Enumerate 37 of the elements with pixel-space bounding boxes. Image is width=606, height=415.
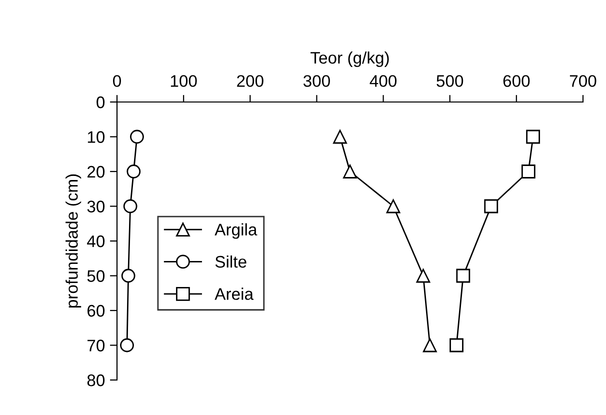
- y-tick-label: 0: [96, 96, 105, 108]
- x-tick-label: 700: [570, 75, 596, 87]
- y-tick-label: 60: [88, 304, 105, 317]
- y-tick-label: 80: [87, 374, 105, 386]
- x-axis-title: Teor (g/kg): [310, 51, 389, 68]
- point: [333, 130, 347, 144]
- y-tick-label: 70: [88, 340, 105, 352]
- y-tick-label: 20: [87, 166, 105, 178]
- y-tick-label: 10: [88, 131, 105, 143]
- point: [120, 338, 134, 352]
- point: [386, 199, 400, 214]
- point: [526, 130, 540, 144]
- legend-label: Argila: [214, 223, 258, 239]
- point: [450, 338, 464, 352]
- point: [343, 164, 357, 178]
- x-tick-label: 500: [436, 75, 464, 87]
- legend-label: Silte: [215, 255, 246, 268]
- point: [422, 338, 437, 352]
- x-tick-label: 200: [237, 75, 264, 87]
- point: [126, 164, 141, 178]
- x-tick-label: 400: [370, 75, 397, 87]
- y-tick-label: 40: [87, 235, 105, 248]
- x-tick-label: 100: [170, 75, 197, 87]
- y-axis-title: profundidade (cm): [66, 174, 82, 308]
- point: [130, 130, 144, 144]
- x-tick-label: 600: [503, 75, 530, 87]
- y-tick-label: 30: [87, 200, 105, 212]
- point: [121, 268, 136, 283]
- x-tick-label: 300: [303, 75, 330, 87]
- x-tick-label: 0: [113, 75, 121, 87]
- point: [456, 268, 470, 283]
- legend-label: Areia: [214, 288, 254, 300]
- point: [123, 199, 138, 214]
- point: [521, 164, 536, 178]
- point: [416, 268, 430, 283]
- y-tick-label: 50: [87, 270, 105, 282]
- point: [484, 199, 498, 214]
